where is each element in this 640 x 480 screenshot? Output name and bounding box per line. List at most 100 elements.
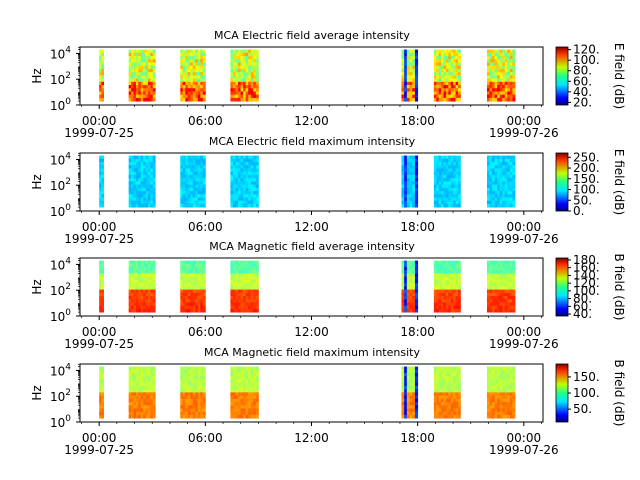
- spectrogram-cell: [404, 405, 408, 409]
- spectrogram-cell: [180, 155, 184, 160]
- spectrogram-cell: [180, 200, 184, 205]
- y-tick-label: 102: [50, 282, 71, 298]
- spectrogram-cell: [453, 376, 456, 380]
- spectrogram-cell: [504, 62, 508, 67]
- spectrogram-cell: [486, 200, 490, 205]
- spectrogram-cell: [145, 56, 149, 60]
- spectrogram-cell: [509, 49, 513, 54]
- spectrogram-cell: [253, 305, 257, 310]
- spectrogram-cell: [238, 305, 241, 310]
- spectrogram-cell: [448, 181, 452, 185]
- spectrogram-cell: [235, 276, 239, 281]
- spectrogram-cell: [253, 395, 257, 400]
- spectrogram-cell: [509, 203, 513, 208]
- spectrogram-cell: [138, 292, 142, 297]
- spectrogram-cell: [248, 187, 252, 192]
- spectrogram-cell: [187, 382, 191, 387]
- spectrogram-block: [486, 155, 516, 208]
- spectrogram-cell: [140, 369, 144, 374]
- spectrogram-cell: [455, 369, 459, 374]
- spectrogram-cell: [433, 162, 437, 166]
- spectrogram-cell: [147, 59, 151, 63]
- spectrogram-cell: [243, 382, 247, 387]
- spectrogram-cell: [248, 88, 252, 92]
- spectrogram-cell: [409, 197, 413, 202]
- spectrogram-cell: [243, 191, 247, 195]
- spectrogram-cell: [190, 56, 194, 60]
- spectrogram-cell: [250, 405, 254, 409]
- spectrogram-cell: [494, 392, 498, 396]
- spectrogram-cell: [185, 194, 189, 198]
- spectrogram-cell: [497, 385, 501, 390]
- spectrogram-cell: [185, 411, 189, 416]
- spectrogram-cell: [486, 286, 490, 290]
- spectrogram-cell: [190, 273, 194, 278]
- spectrogram-cell: [185, 62, 189, 67]
- spectrogram-cell: [232, 168, 236, 173]
- spectrogram-cell: [232, 75, 236, 79]
- spectrogram-cell: [150, 276, 154, 281]
- spectrogram-cell: [135, 296, 139, 300]
- spectrogram-cell: [152, 302, 156, 307]
- spectrogram-cell: [433, 78, 437, 83]
- spectrogram-cell: [507, 197, 511, 202]
- spectrogram-cell: [458, 273, 461, 278]
- spectrogram-cell: [187, 286, 191, 290]
- spectrogram-cell: [145, 49, 149, 54]
- spectrogram-cell: [433, 299, 437, 303]
- spectrogram-cell: [414, 171, 419, 176]
- spectrogram-cell: [486, 373, 490, 377]
- spectrogram-cell: [232, 178, 236, 182]
- spectrogram-cell: [414, 302, 419, 307]
- spectrogram-cell: [182, 385, 186, 390]
- spectrogram-cell: [448, 373, 452, 377]
- spectrogram-cell: [192, 411, 196, 416]
- spectrogram-cell: [133, 398, 137, 403]
- spectrogram-cell: [438, 279, 442, 284]
- spectrogram-cell: [187, 389, 191, 393]
- spectrogram-cell: [412, 373, 416, 377]
- spectrogram-cell: [150, 155, 154, 160]
- spectrogram-cell: [138, 385, 142, 390]
- spectrogram-cell: [489, 402, 493, 406]
- spectrogram-cell: [138, 382, 142, 387]
- spectrogram-cell: [443, 68, 447, 73]
- spectrogram-cell: [180, 296, 184, 300]
- spectrogram-cell: [131, 373, 134, 377]
- spectrogram-cell: [406, 191, 410, 195]
- spectrogram-cell: [458, 414, 461, 419]
- spectrogram-cell: [502, 276, 506, 281]
- spectrogram-cell: [152, 263, 156, 268]
- spectrogram-cell: [494, 382, 498, 387]
- spectrogram-cell: [235, 191, 239, 195]
- spectrogram-cell: [499, 376, 503, 380]
- spectrogram-cell: [502, 382, 506, 387]
- spectrogram-cell: [190, 385, 194, 390]
- spectrogram-cell: [187, 165, 191, 169]
- spectrogram-cell: [143, 62, 146, 67]
- spectrogram-cell: [143, 85, 146, 89]
- spectrogram-cell: [412, 376, 416, 380]
- spectrogram-cell: [128, 85, 132, 89]
- spectrogram-cell: [507, 279, 511, 284]
- spectrogram-cell: [133, 382, 137, 387]
- spectrogram-cell: [401, 155, 405, 160]
- spectrogram-cell: [147, 408, 151, 413]
- spectrogram-cell: [512, 398, 516, 403]
- spectrogram-cell: [401, 56, 405, 60]
- spectrogram-cell: [406, 414, 410, 419]
- spectrogram-cell: [507, 382, 511, 387]
- spectrogram-cell: [245, 203, 249, 208]
- spectrogram-cell: [230, 405, 234, 409]
- spectrogram-cell: [152, 385, 156, 390]
- spectrogram-cell: [443, 181, 447, 185]
- spectrogram-cell: [145, 366, 149, 371]
- spectrogram-cell: [450, 411, 454, 416]
- spectrogram-cell: [401, 59, 405, 63]
- spectrogram-cell: [512, 68, 516, 73]
- spectrogram-cell: [235, 379, 239, 384]
- spectrogram-cell: [414, 59, 419, 63]
- spectrogram-cell: [404, 187, 408, 192]
- spectrogram-cell: [232, 184, 236, 189]
- spectrogram-cell: [448, 88, 452, 92]
